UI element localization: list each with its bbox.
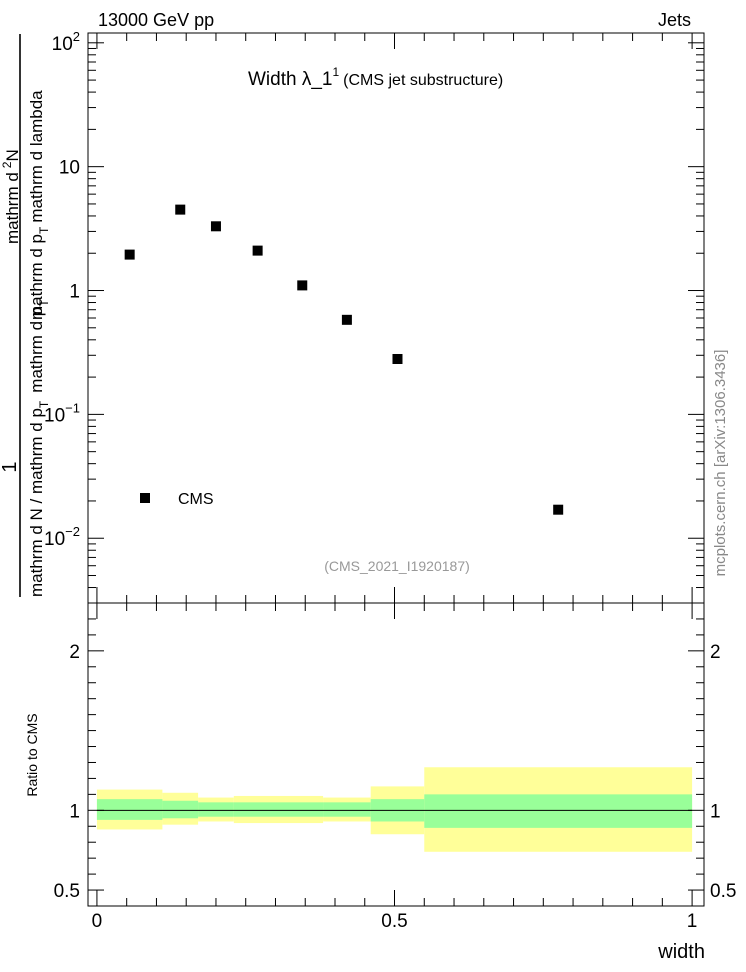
cms-data-point xyxy=(124,249,135,260)
main-y-tick-label: 10−1 xyxy=(44,400,80,426)
ratio-y-tick-label-right: 0.5 xyxy=(710,881,736,902)
legend-marker-cms xyxy=(140,493,150,503)
cms-data-points xyxy=(124,204,564,515)
y-label-denominator: mathrm d N / mathrm d pTmathrm d pT xyxy=(27,299,51,597)
y-label-differential: mathrm d pTmathrm d lambda xyxy=(27,90,51,320)
legend-label-cms: CMS xyxy=(178,491,214,508)
ratio-y-tick-label-right: 2 xyxy=(710,642,721,663)
process-label: Jets xyxy=(658,10,691,30)
ratio-bands xyxy=(96,767,693,852)
ratio-band-inner xyxy=(198,802,234,817)
y-label-numerator: 1 xyxy=(0,461,21,472)
ratio-y-axis-label: Ratio to CMS xyxy=(24,713,40,796)
ratio-band-inner xyxy=(233,802,324,817)
ratio-y-tick-label-left: 2 xyxy=(69,642,80,663)
ratio-band-inner xyxy=(323,802,371,817)
energy-label: 13000 GeV pp xyxy=(98,10,214,30)
cms-data-point xyxy=(252,245,263,256)
main-plot-frame xyxy=(87,32,705,604)
main-y-tick-label: 10 xyxy=(59,158,80,179)
analysis-label: (CMS_2021_I1920187) xyxy=(324,558,470,574)
main-y-axis-label: 1 mathrm d N / mathrm d pTmathrm d pT ma… xyxy=(0,34,51,597)
ratio-y-tick-label-right: 1 xyxy=(710,801,721,822)
cms-data-point xyxy=(210,221,221,232)
ratio-band-inner xyxy=(162,800,199,819)
y-label-top: mathrm d2N xyxy=(0,149,22,244)
ratio-band-inner xyxy=(96,799,163,820)
ratio-band-inner xyxy=(424,794,693,828)
ratio-plot-frame xyxy=(87,602,705,907)
cms-data-point xyxy=(341,314,352,325)
cms-data-point xyxy=(297,280,308,291)
x-axis-label: width xyxy=(657,941,705,963)
cms-data-point xyxy=(392,353,403,364)
main-y-tick-label: 1 xyxy=(69,282,80,303)
x-tick-label: 0 xyxy=(92,911,103,932)
ratio-y-tick-label-left: 0.5 xyxy=(54,881,80,902)
x-tick-label: 1 xyxy=(687,911,698,932)
cms-data-point xyxy=(175,204,186,215)
x-tick-label: 0.5 xyxy=(381,911,407,932)
cms-data-point xyxy=(553,504,564,515)
main-y-tick-label: 102 xyxy=(52,29,80,55)
ratio-axis-ticks: 2 2 1 1 0.5 0.5 0 0.5 1 xyxy=(54,602,736,932)
main-y-tick-label: 10−2 xyxy=(44,524,80,550)
source-label: mcplots.cern.ch [arXiv:1306.3436] xyxy=(712,350,729,577)
ratio-y-tick-label-left: 1 xyxy=(69,801,80,822)
plot-title: Width λ_11 (CMS jet substructure) xyxy=(248,65,503,90)
main-axis-ticks: 102 10 1 10−1 10−2 xyxy=(44,29,704,604)
